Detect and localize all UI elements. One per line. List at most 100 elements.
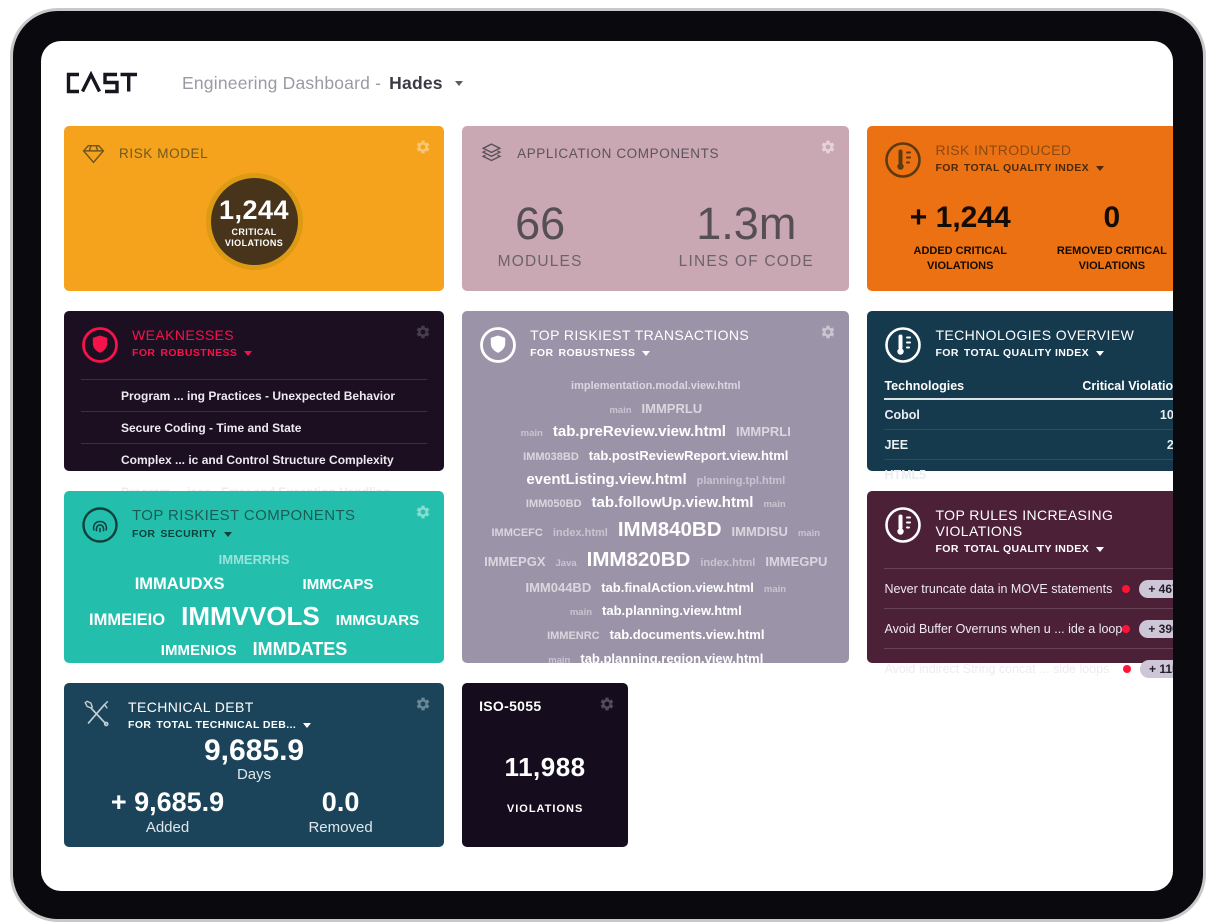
technical-debt-removed: 0.0 Removed — [254, 787, 427, 836]
component-word[interactable]: IMMCAPS — [302, 576, 374, 593]
gear-icon[interactable] — [415, 324, 431, 340]
transaction-word[interactable]: index.html — [700, 557, 756, 570]
component-word[interactable]: IMMVVOLS — [181, 601, 320, 631]
tile-title: RISK MODEL — [119, 146, 209, 161]
dashboard-title: Engineering Dashboard - — [182, 72, 382, 93]
component-word[interactable]: IMM2CYMD — [218, 667, 290, 682]
transaction-word[interactable]: index.html — [552, 527, 608, 540]
transaction-word[interactable]: main — [797, 528, 821, 540]
metric-selector[interactable]: FOR TOTAL QUALITY INDEX — [935, 347, 1134, 359]
transaction-word[interactable]: IMMCEFC — [491, 527, 543, 540]
gear-icon[interactable] — [820, 324, 836, 340]
transactions-word-cloud: implementation.modal.view.html main IMMPR… — [479, 373, 832, 694]
transaction-word[interactable]: tab.planning.view.html — [602, 603, 742, 619]
thermometer-icon — [884, 141, 922, 179]
gear-icon[interactable] — [599, 696, 615, 712]
modules-value: 66 — [515, 198, 566, 249]
tile-title: ISO-5055 — [479, 698, 542, 714]
layers-icon — [481, 143, 502, 162]
transaction-word[interactable]: main — [763, 583, 787, 595]
transaction-word[interactable]: main — [609, 404, 632, 416]
transaction-word[interactable]: IMM044BD — [525, 579, 592, 595]
caret-down-icon — [1096, 165, 1105, 171]
metric-selector[interactable]: FOR TOTAL QUALITY INDEX — [935, 162, 1105, 174]
added-label: Added — [145, 819, 190, 836]
transaction-word[interactable]: IMMEPGX — [484, 554, 546, 570]
technologies-table-header: Technologies Critical Violations — [884, 373, 1173, 400]
caret-down-icon — [454, 80, 463, 86]
weakness-item[interactable]: Secure Coding - Time and State — [81, 411, 428, 443]
gear-icon[interactable] — [415, 139, 431, 155]
component-word[interactable]: IMMERRHS — [218, 552, 290, 567]
metric-selector[interactable]: FOR TOTAL TECHNICAL DEB... — [128, 719, 312, 731]
transaction-word[interactable]: IMM050BD — [525, 498, 582, 511]
transaction-word[interactable]: eventListing.view.html — [526, 470, 687, 488]
weakness-item[interactable]: Program ... ing Practices - Unexpected B… — [81, 379, 428, 411]
critical-violations-gauge: 1,244 CRITICAL VIOLATIONS — [205, 173, 303, 270]
weakness-item[interactable]: Complex ... ic and Control Structure Com… — [81, 443, 428, 475]
technical-debt-unit: Days — [236, 766, 272, 783]
gear-icon[interactable] — [415, 504, 431, 520]
transaction-word[interactable]: tab.planning.region.view.html — [580, 650, 764, 666]
tile-grid: RISK MODEL 1,244 CRITICAL VIOLATIONS — [64, 126, 1173, 847]
transaction-word[interactable]: tab.followUp.view.html — [591, 494, 754, 512]
transaction-word[interactable]: IMMEGPU — [765, 554, 828, 570]
transaction-word[interactable]: planning.tpl.html — [696, 474, 786, 487]
transaction-word[interactable]: main — [520, 428, 543, 440]
rule-item[interactable]: Never truncate data in MOVE statements +… — [884, 568, 1173, 608]
rule-item[interactable]: Avoid indirect String concat ... side lo… — [884, 648, 1173, 688]
tile-title: APPLICATION COMPONENTS — [517, 146, 720, 161]
risk-introduced-tile: RISK INTRODUCED FOR TOTAL QUALITY INDEX … — [867, 126, 1173, 291]
transaction-word[interactable]: implementation.modal.view.html — [571, 380, 741, 392]
component-word[interactable]: IMMDATES — [252, 639, 348, 659]
metric-selector[interactable]: FOR TOTAL QUALITY INDEX — [935, 543, 1173, 555]
metric-selector[interactable]: FOR ROBUSTNESS — [132, 347, 253, 359]
transaction-word[interactable]: tab.finalAction.view.html — [601, 579, 754, 595]
modules-label: MODULES — [497, 253, 583, 270]
modules-stat: 66 MODULES — [498, 198, 583, 271]
technical-debt-tile: TECHNICAL DEBT FOR TOTAL TECHNICAL DEB..… — [64, 683, 445, 847]
technical-debt-total: 9,685.9 Days — [81, 734, 427, 783]
transaction-word[interactable]: tab.postReviewReport.view.html — [588, 448, 789, 464]
table-row[interactable]: HTML518 — [884, 460, 1173, 490]
transaction-word[interactable]: IMMPRLI — [735, 424, 791, 440]
metric-selector[interactable]: FOR ROBUSTNESS — [530, 347, 749, 359]
weaknesses-list: Program ... ing Practices - Unexpected B… — [81, 379, 428, 507]
transaction-word[interactable]: tab.preReview.view.html — [552, 423, 726, 441]
transaction-word[interactable]: IMMENRC — [547, 630, 600, 643]
transaction-word[interactable]: main — [548, 654, 571, 666]
component-word[interactable]: IMMENIOS — [160, 642, 237, 659]
transaction-word[interactable]: main — [569, 607, 593, 619]
gear-icon[interactable] — [415, 696, 431, 712]
app-name: Hades — [389, 72, 443, 93]
caret-down-icon — [1096, 350, 1105, 356]
rule-item[interactable]: Avoid Buffer Overruns when u ... ide a l… — [884, 608, 1173, 648]
red-dot-icon — [1122, 584, 1131, 593]
transaction-word[interactable]: IMMPRLU — [641, 400, 703, 416]
component-word[interactable]: IMMAUDXS — [134, 575, 225, 593]
transaction-word[interactable]: IMM840BD — [617, 518, 722, 542]
device-frame: Engineering Dashboard - Hades RISK MODEL — [10, 8, 1206, 922]
metric-selector[interactable]: FOR SECURITY — [132, 528, 355, 540]
top-rules-increasing-violations-tile: TOP RULES INCREASING VIOLATIONS FOR TOTA… — [867, 491, 1173, 678]
tile-title: WEAKNESSES — [132, 327, 235, 343]
component-word[interactable]: IMMEIEIO — [89, 611, 166, 629]
risk-model-tile: RISK MODEL 1,244 CRITICAL VIOLATIONS — [64, 126, 445, 291]
table-row[interactable]: Cobol1014 — [884, 400, 1173, 430]
column-header: Critical Violations — [1082, 379, 1173, 393]
transaction-word[interactable]: IMMDISU — [731, 524, 788, 540]
component-word[interactable]: IMMGUARS — [335, 612, 420, 629]
dashboard-card: Engineering Dashboard - Hades RISK MODEL — [41, 41, 1173, 891]
transaction-word[interactable]: main — [763, 499, 786, 511]
transaction-word[interactable]: IMM820BD — [586, 548, 691, 572]
rules-list: Never truncate data in MOVE statements +… — [884, 568, 1173, 688]
transaction-word[interactable]: IMM038BD — [523, 451, 579, 464]
transaction-word[interactable]: tab.documents.view.html — [609, 627, 765, 643]
removed-critical-violations-stat: 0 REMOVED CRITICAL VIOLATIONS — [1036, 201, 1173, 274]
transaction-word[interactable]: Java — [555, 558, 577, 570]
shield-icon — [81, 326, 119, 364]
dashboard-app-selector[interactable]: Engineering Dashboard - Hades — [182, 73, 463, 94]
gear-icon[interactable] — [820, 139, 836, 155]
table-row[interactable]: JEE209 — [884, 430, 1173, 460]
technical-debt-added: + 9,685.9 Added — [81, 787, 254, 836]
